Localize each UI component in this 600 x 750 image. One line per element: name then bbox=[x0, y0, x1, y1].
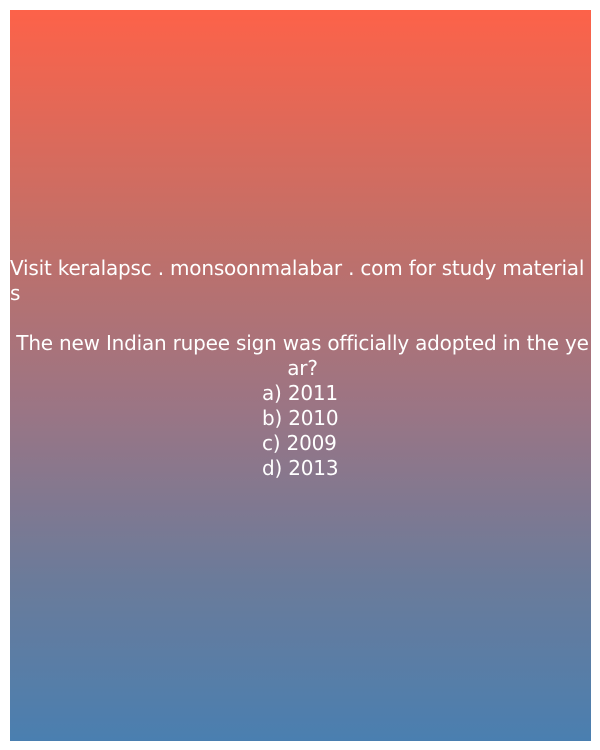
option-c: c) 2009 bbox=[262, 431, 337, 455]
quiz-card: Visit keralapsc . monsoonmalabar . com f… bbox=[10, 10, 591, 741]
option-b: b) 2010 bbox=[262, 406, 339, 430]
question-text: The new Indian rupee sign was officially… bbox=[16, 331, 589, 380]
question-block: The new Indian rupee sign was officially… bbox=[10, 331, 591, 481]
option-d: d) 2013 bbox=[262, 456, 339, 480]
option-a: a) 2011 bbox=[262, 381, 338, 405]
promo-text: Visit keralapsc . monsoonmalabar . com f… bbox=[10, 256, 585, 305]
options-list: a) 2011 b) 2010 c) 2009 d) 2013 bbox=[262, 381, 591, 481]
